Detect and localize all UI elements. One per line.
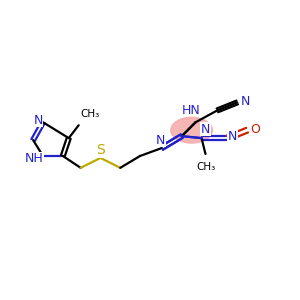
Text: N: N (240, 95, 250, 108)
Ellipse shape (171, 117, 212, 143)
Text: N: N (156, 134, 166, 147)
Text: N: N (33, 114, 43, 127)
Text: N: N (227, 130, 237, 142)
Text: HN: HN (182, 104, 201, 117)
Text: NH: NH (25, 152, 44, 165)
Text: CH₃: CH₃ (81, 109, 100, 119)
Text: N: N (201, 123, 210, 136)
Text: O: O (250, 123, 260, 136)
Text: S: S (96, 143, 105, 157)
Text: CH₃: CH₃ (197, 162, 216, 172)
